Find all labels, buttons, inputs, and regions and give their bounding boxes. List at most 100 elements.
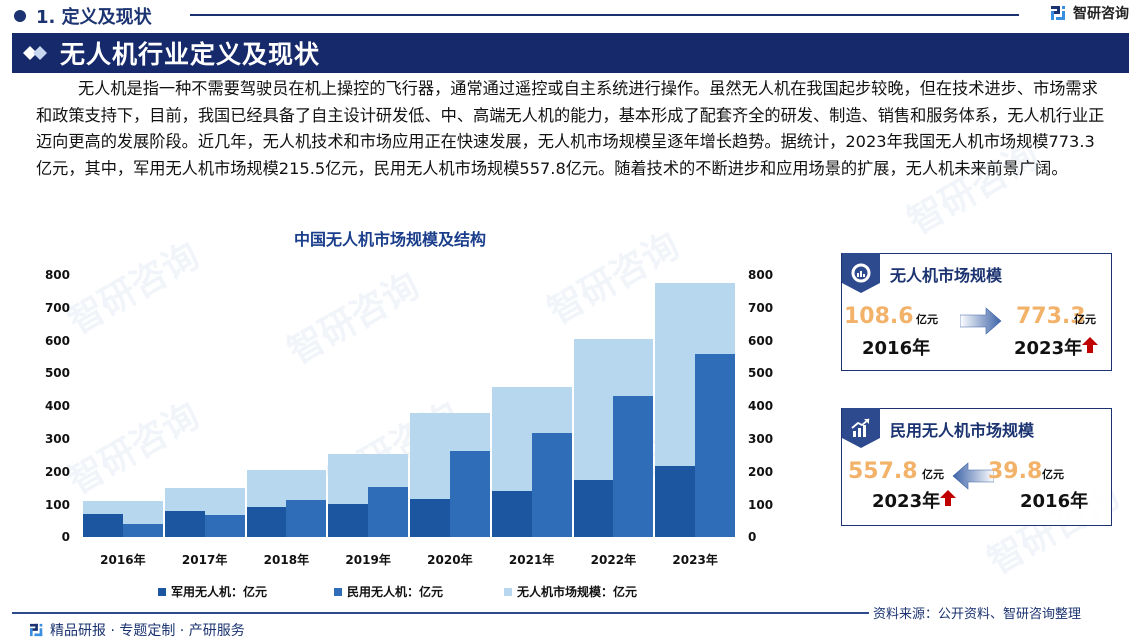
civil-market-size-card: 民用无人机市场规模 557.8 亿元 2023年 39.8 亿元 2016年 — [841, 408, 1112, 526]
end-value: 773.3 — [1016, 304, 1086, 329]
bar-group — [410, 274, 490, 537]
legend-label: 民用无人机：亿元 — [347, 585, 444, 599]
x-tick: 2023年 — [672, 553, 718, 567]
bullet-dot-icon — [14, 10, 26, 22]
bar-group — [83, 274, 163, 537]
end-unit: 亿元 — [1074, 313, 1096, 326]
end-value: 557.8 — [848, 459, 918, 484]
legend-swatch — [334, 587, 342, 596]
legend-swatch — [158, 587, 166, 596]
bar-military — [328, 503, 369, 537]
bar-civil — [695, 353, 735, 537]
chart-title: 中国无人机市场规模及结构 — [293, 230, 486, 249]
footer-tagline: 精品研报 · 专题定制 · 产研服务 — [30, 620, 245, 639]
title-banner: 无人机行业定义及现状 — [12, 33, 1129, 73]
bar-civil — [204, 515, 245, 537]
start-value: 39.8 — [988, 459, 1043, 484]
card-title: 民用无人机市场规模 — [890, 421, 1035, 440]
data-source: 资料来源：公开资料、智研咨询整理 — [873, 607, 1082, 622]
section-header: 1. 定义及现状 — [14, 2, 152, 30]
y-tick: 800 — [44, 268, 70, 282]
bar-civil — [368, 487, 408, 537]
bar-group — [328, 274, 408, 537]
x-tick: 2018年 — [263, 553, 310, 567]
bar-civil — [531, 433, 572, 537]
donut-chart-icon — [851, 263, 871, 283]
y-tick: 300 — [44, 432, 70, 446]
bar-group — [573, 274, 654, 537]
x-tick: 2021年 — [508, 553, 555, 567]
card-tab — [842, 408, 880, 448]
diamond-icon — [23, 46, 47, 60]
y-tick: 600 — [44, 334, 70, 348]
legend-item-civil: 民用无人机：亿元 — [334, 583, 443, 600]
end-year: 2023年 — [872, 491, 941, 512]
bar-military — [246, 507, 287, 537]
bar-civil — [613, 396, 654, 537]
y-tick: 0 — [61, 530, 70, 544]
growth-chart-icon — [851, 418, 870, 437]
start-unit: 亿元 — [916, 313, 938, 326]
end-year: 2023年 — [1014, 338, 1083, 359]
header-divider — [190, 14, 1019, 16]
bar-civil — [449, 450, 490, 537]
end-unit: 亿元 — [922, 468, 944, 481]
y2-tick: 200 — [748, 465, 774, 479]
bar-group — [246, 274, 327, 537]
x-tick: 2016年 — [100, 553, 146, 567]
brand-logo: 智研咨询 — [1051, 3, 1129, 23]
legend-item-total: 无人机市场规模：亿元 — [504, 583, 637, 600]
legend-label: 军用无人机：亿元 — [171, 585, 268, 599]
footer-text: 精品研报 · 专题定制 · 产研服务 — [50, 623, 245, 639]
y2-tick: 700 — [748, 301, 774, 315]
brand-name: 智研咨询 — [1073, 6, 1129, 22]
x-tick: 2022年 — [590, 553, 637, 567]
arrow-left-icon — [952, 462, 994, 490]
bar-chart-plot — [82, 274, 736, 537]
y-tick: 200 — [44, 465, 70, 479]
y-tick: 100 — [44, 498, 70, 512]
bar-civil — [286, 500, 327, 537]
up-arrow-icon — [940, 490, 956, 506]
bar-military — [410, 499, 450, 537]
footer-divider-right — [800, 612, 842, 614]
brand-logo-icon — [30, 623, 43, 637]
market-size-card: 无人机市场规模 108.6 亿元 2016年 773.3 亿元 2023年 — [841, 253, 1112, 371]
y-tick: 700 — [44, 301, 70, 315]
start-unit: 亿元 — [1042, 468, 1064, 481]
bar-civil — [122, 523, 163, 537]
legend-swatch — [504, 587, 512, 596]
footer-divider — [12, 612, 869, 614]
section-title: 1. 定义及现状 — [36, 7, 152, 28]
card-title: 无人机市场规模 — [890, 266, 1003, 285]
bar-military — [164, 510, 205, 537]
y2-tick: 600 — [748, 334, 774, 348]
y-tick: 400 — [44, 399, 70, 413]
start-year: 2016年 — [1020, 491, 1089, 512]
y2-tick: 100 — [748, 498, 774, 512]
bar-military — [573, 480, 614, 537]
brand-logo-icon — [1051, 6, 1065, 20]
start-year: 2016年 — [862, 338, 931, 359]
arrow-right-icon — [960, 307, 1002, 335]
bar-military — [491, 490, 532, 537]
banner-title: 无人机行业定义及现状 — [60, 40, 321, 69]
bar-group — [655, 274, 735, 537]
x-tick: 2019年 — [345, 553, 391, 567]
bar-military — [655, 466, 696, 537]
start-value: 108.6 — [844, 304, 914, 329]
legend-label: 无人机市场规模：亿元 — [517, 585, 638, 599]
intro-paragraph: 无人机是指一种不需要驾驶员在机上操控的飞行器，通常通过遥控或自主系统进行操作。虽… — [36, 79, 1105, 178]
bar-group — [491, 274, 572, 537]
legend-item-military: 军用无人机：亿元 — [158, 583, 267, 600]
x-tick: 2020年 — [427, 553, 473, 567]
y-tick: 500 — [44, 366, 70, 380]
y2-tick: 300 — [748, 432, 774, 446]
y2-tick: 800 — [748, 268, 774, 282]
bar-group — [164, 274, 245, 537]
y2-tick: 500 — [748, 366, 774, 380]
y2-tick: 0 — [748, 530, 757, 544]
y2-tick: 400 — [748, 399, 774, 413]
card-tab — [842, 253, 880, 293]
up-arrow-icon — [1082, 337, 1098, 353]
